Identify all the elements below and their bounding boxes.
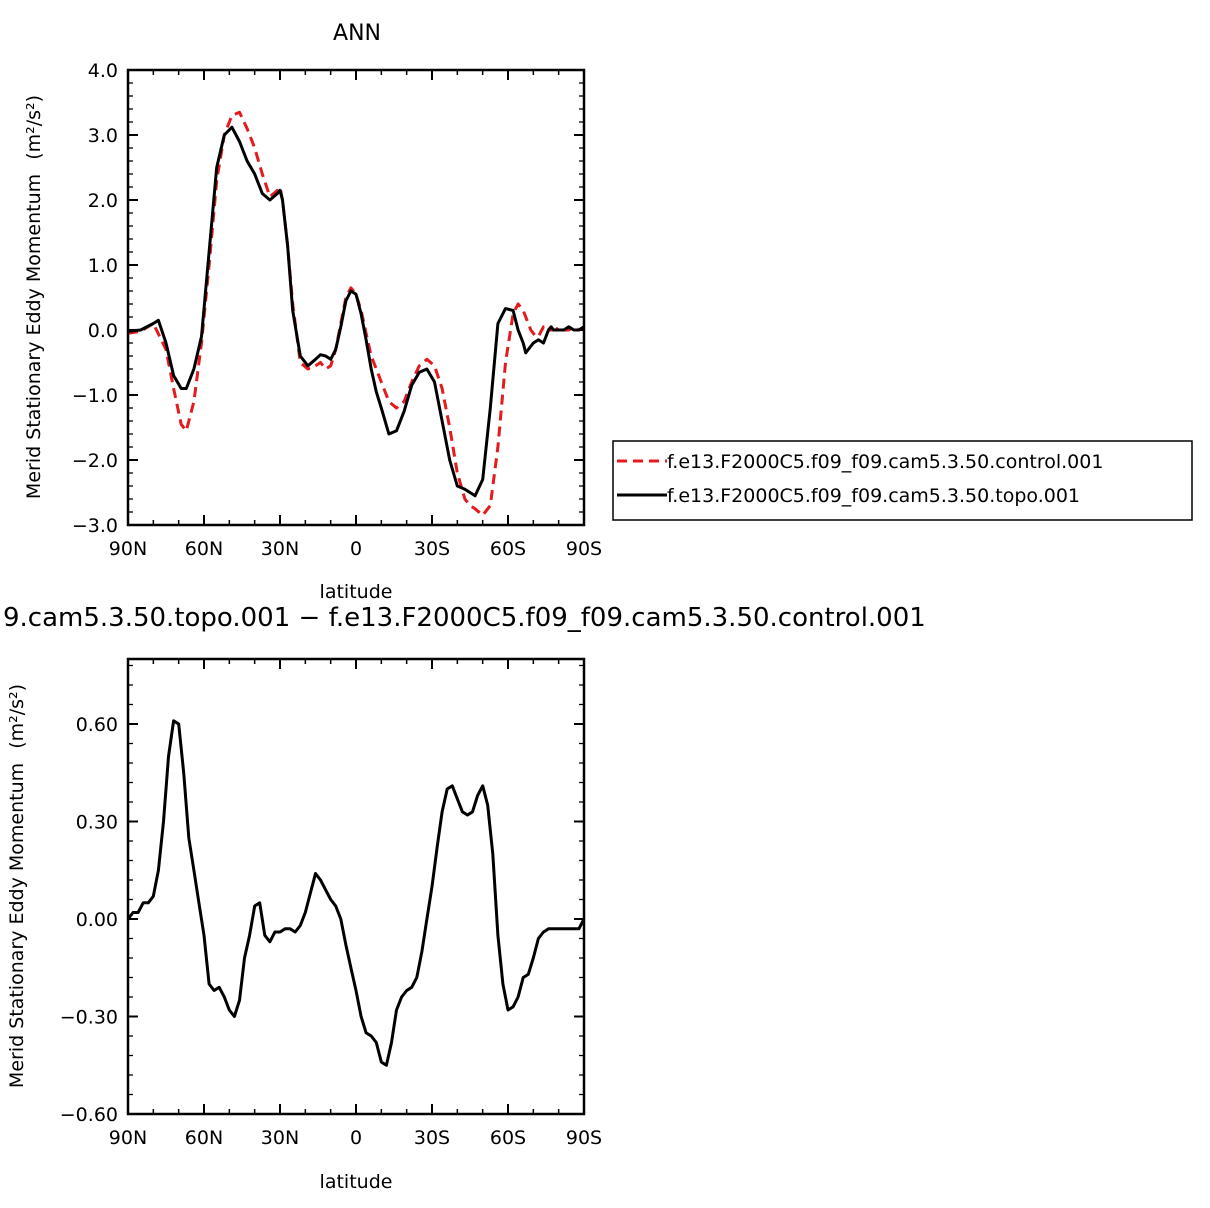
x-tick-label: 30N <box>261 1127 299 1149</box>
bottom-series-lines <box>126 719 586 1067</box>
x-tick-label: 0 <box>350 1127 362 1149</box>
bottom-tick-labels: 90N 60N 30N 0 30S 60S 90S 0.60 0.30 0.00 −0.30 −0.6… <box>60 714 602 1149</box>
top-x-axis-label: latitude <box>320 581 393 603</box>
bottom-y-axis-label-text: Merid Stationary Eddy Momentum <box>6 763 28 1088</box>
bottom-y-axis-label-unit: (m²/s²) <box>6 684 28 749</box>
x-tick-label: 90N <box>109 538 147 560</box>
legend-label-control: f.e13.F2000C5.f09_f09.cam5.3.50.control.… <box>667 451 1103 473</box>
bottom-axis-ticks <box>127 659 585 1115</box>
bottom-x-axis-label: latitude <box>320 1171 393 1193</box>
x-tick-label: 0 <box>350 538 362 560</box>
legend-box <box>612 440 1193 521</box>
y-tick-label: 1.0 <box>88 255 118 277</box>
y-tick-label: −1.0 <box>72 385 118 407</box>
top-y-axis-label: Merid Stationary Eddy Momentum (m²/s²) <box>23 95 45 499</box>
x-tick-label: 30S <box>414 538 450 560</box>
bottom-chart-title: 9.cam5.3.50.topo.001 − f.e13.F2000C5.f09… <box>3 603 926 633</box>
series-line-1-0 <box>126 719 586 1067</box>
x-tick-label: 60N <box>185 1127 223 1149</box>
y-tick-label: −0.60 <box>60 1104 118 1126</box>
y-tick-label: −3.0 <box>72 515 118 537</box>
x-tick-label: 60S <box>490 538 526 560</box>
top-plot-frame <box>126 68 586 527</box>
top-y-axis-label-text: Merid Stationary Eddy Momentum <box>23 174 45 499</box>
y-tick-label: 0.30 <box>76 812 118 834</box>
x-tick-label: 30N <box>261 538 299 560</box>
y-tick-label: 3.0 <box>88 125 118 147</box>
series-line-0-1 <box>127 125 585 498</box>
y-tick-label: 2.0 <box>88 190 118 212</box>
legend-label-topo: f.e13.F2000C5.f09_f09.cam5.3.50.topo.001 <box>667 485 1080 507</box>
y-tick-label: 4.0 <box>88 60 118 82</box>
top-y-axis-label-unit: (m²/s²) <box>23 95 45 160</box>
x-tick-label: 90N <box>109 1127 147 1149</box>
y-tick-label: 0.00 <box>76 909 118 931</box>
x-tick-label: 60N <box>185 538 223 560</box>
y-tick-label: −0.30 <box>60 1007 118 1029</box>
y-tick-label: −2.0 <box>72 450 118 472</box>
x-tick-label: 90S <box>566 538 602 560</box>
x-tick-label: 90S <box>566 1127 602 1149</box>
top-tick-labels: 90N 60N 30N 0 30S 60S 90S 4.0 3.0 2.0 1.0 0.0 −1.0 −2… <box>72 60 602 560</box>
series-line-0-0 <box>127 110 585 517</box>
bottom-plot-frame <box>126 657 586 1116</box>
top-series-lines <box>127 110 585 517</box>
x-tick-label: 30S <box>414 1127 450 1149</box>
bottom-y-axis-label: Merid Stationary Eddy Momentum (m²/s²) <box>6 684 28 1088</box>
x-tick-label: 60S <box>490 1127 526 1149</box>
y-tick-label: 0.60 <box>76 714 118 736</box>
top-chart-title: ANN <box>333 21 381 46</box>
y-tick-label: 0.0 <box>88 320 118 342</box>
legend: f.e13.F2000C5.f09_f09.cam5.3.50.control.… <box>612 440 1193 521</box>
